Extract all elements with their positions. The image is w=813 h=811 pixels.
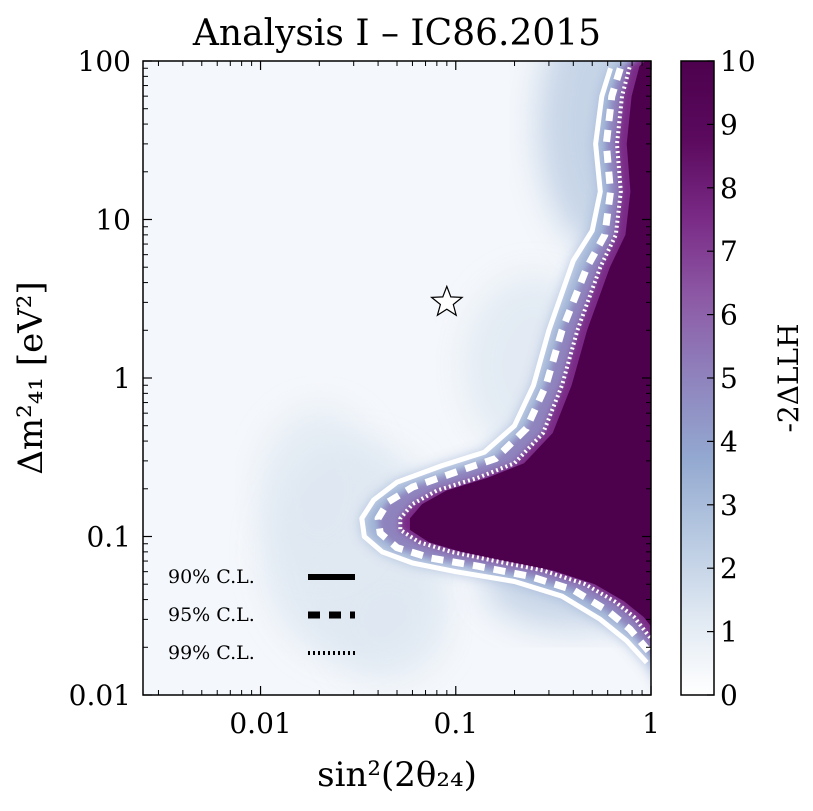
- y-tick-label: 0.1: [86, 521, 131, 554]
- colorbar-tick-label: 6: [720, 299, 738, 332]
- heat-band-core: [409, 61, 651, 627]
- colorbar-tick-label: 4: [720, 425, 738, 458]
- best-fit-star: [429, 284, 464, 317]
- legend-label: 90% C.L.: [168, 566, 255, 588]
- colorbar-tick-label: 9: [720, 108, 738, 141]
- y-tick-label: 100: [78, 45, 131, 78]
- y-axis-ticks: 0.01 0.1 1 10 100: [69, 45, 651, 712]
- contour-solid: [359, 67, 649, 665]
- colorbar-tick-label: 0: [720, 679, 738, 712]
- colorbar-tick-label: 8: [720, 172, 738, 205]
- y-tick-label: 1: [113, 362, 131, 395]
- colorbar: 0 1 2 3 4 5 6 7 8 9 10 -2ΔLLH: [680, 45, 805, 712]
- heat-blob: [259, 408, 380, 569]
- x-axis-ticks: 0.01 0.1 1: [157, 61, 660, 740]
- x-tick-label: 0.1: [434, 707, 479, 740]
- legend-label: 95% C.L.: [168, 604, 255, 626]
- colorbar-tick-label: 3: [720, 489, 738, 522]
- heatmap-layer: [143, 61, 651, 695]
- legend: 90% C.L. 95% C.L. 99% C.L.: [168, 566, 355, 664]
- contour-layer: [359, 65, 651, 665]
- x-tick-label: 0.01: [229, 707, 291, 740]
- best-fit-layer: [429, 284, 464, 317]
- colorbar-tick-label: 2: [720, 552, 738, 585]
- y-tick-label: 0.01: [69, 679, 131, 712]
- x-tick-label: 1: [642, 707, 660, 740]
- legend-label: 99% C.L.: [168, 642, 255, 664]
- colorbar-tick-label: 5: [720, 362, 738, 395]
- y-axis-label: Δm²₄₁ [eV²]: [11, 281, 51, 474]
- heat-blob: [328, 559, 449, 680]
- chart-title: Analysis I – IC86.2015: [192, 13, 601, 54]
- colorbar-tick-label: 10: [720, 45, 756, 78]
- y-tick-label: 10: [95, 204, 131, 237]
- x-axis-label: sin²(2θ₂₄): [317, 755, 477, 795]
- plot-area: 90% C.L.95% C.L.99% C.L. 0.01 0.1 1 0.010.…: [69, 45, 660, 740]
- colorbar-label: -2ΔLLH: [772, 323, 805, 432]
- colorbar-tick-label: 7: [720, 235, 738, 268]
- contour-dashed: [374, 65, 651, 654]
- colorbar-tick-label: 1: [720, 616, 738, 649]
- colorbar-ticks: 0 1 2 3 4 5 6 7 8 9 10: [707, 45, 756, 712]
